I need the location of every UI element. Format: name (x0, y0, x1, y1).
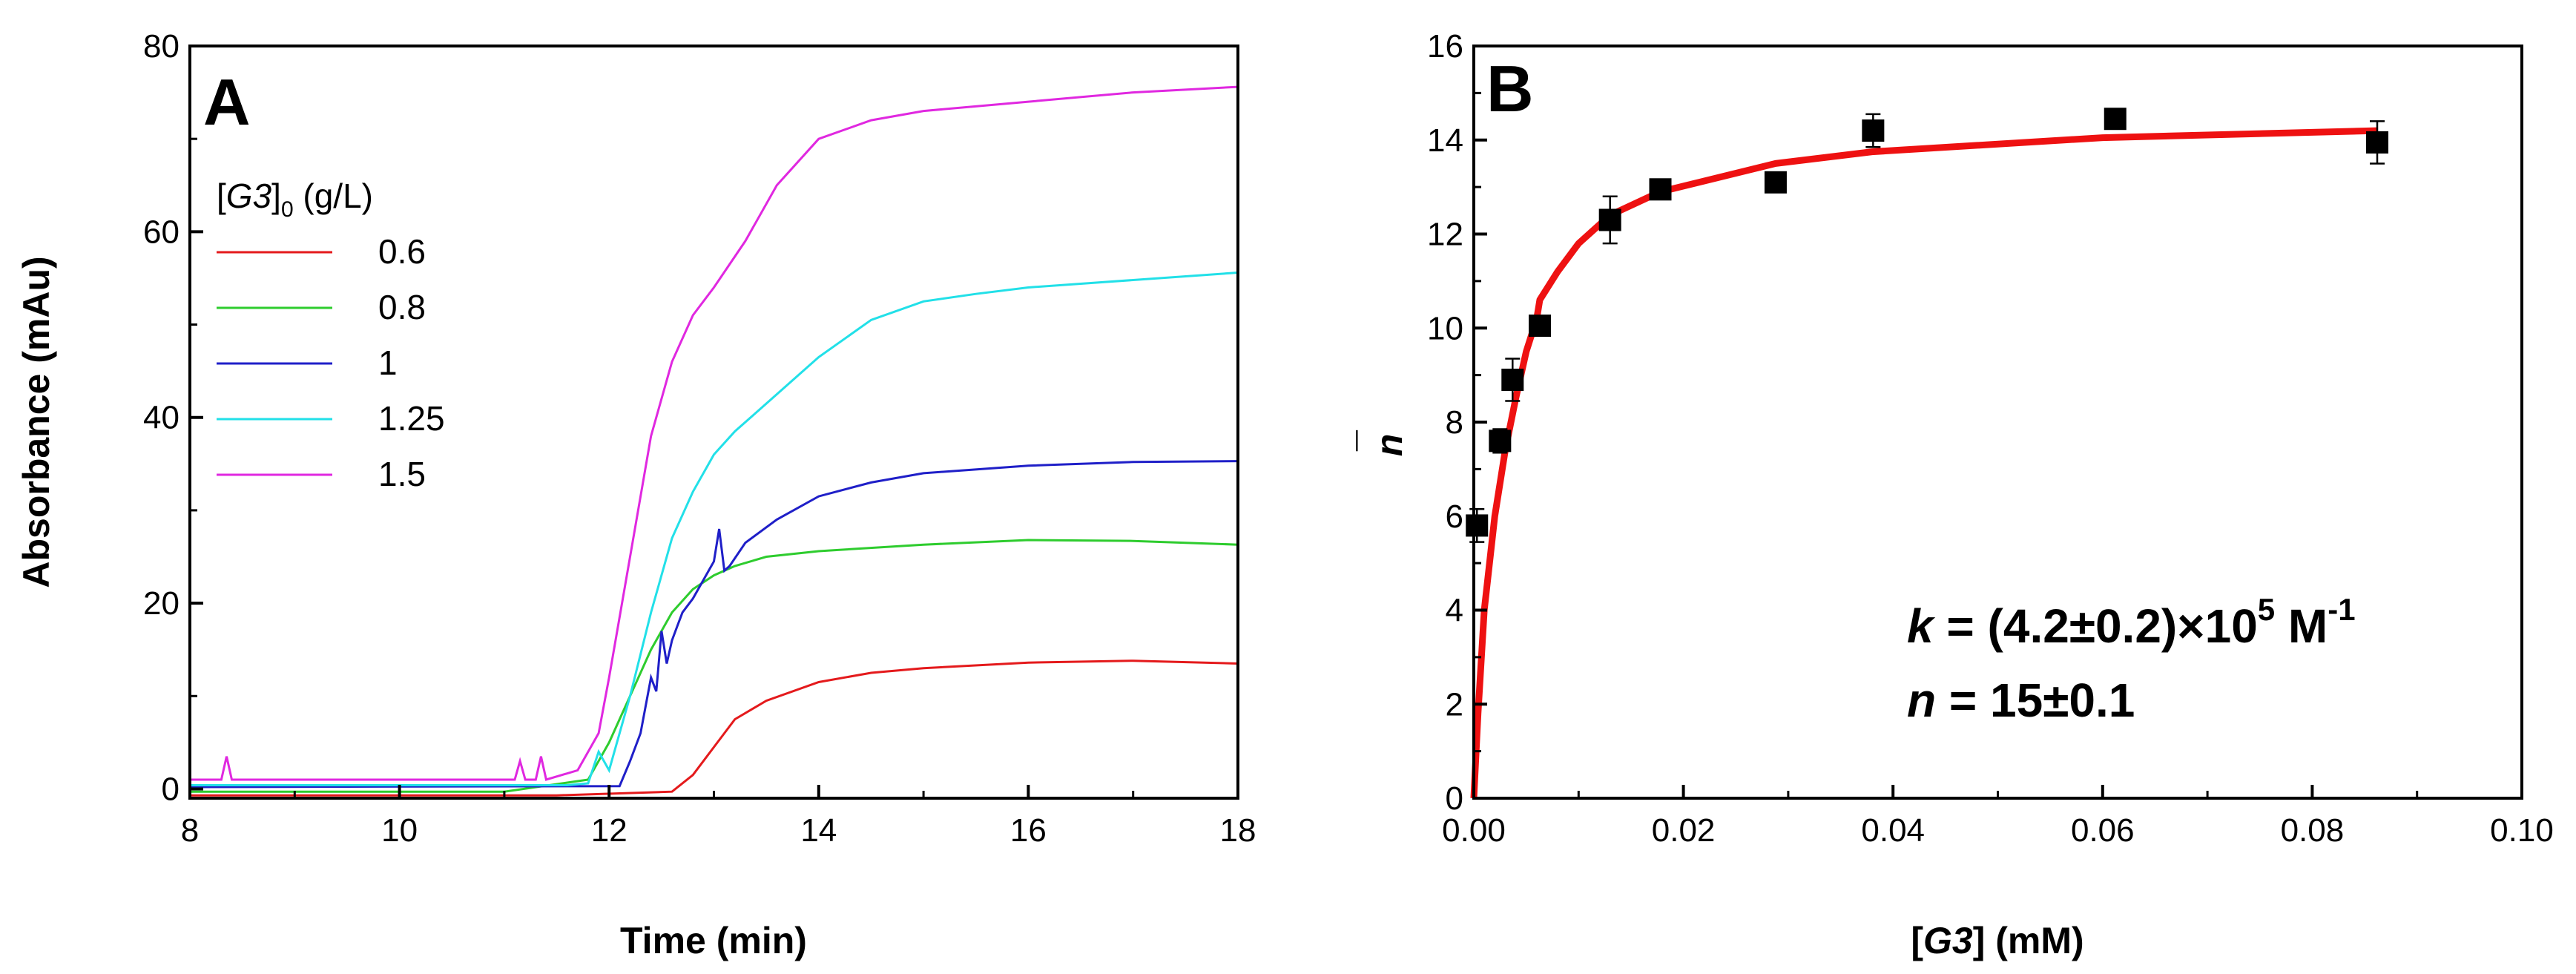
data-point (1489, 430, 1512, 453)
y-tick-label: 0 (1446, 780, 1463, 817)
legend-title: [G3]0 (g/L) (217, 177, 373, 222)
x-tick-label: 16 (1010, 812, 1047, 849)
panel-b-annotation: k = (4.2±0.2)×105 M-1 n = 15±0.1 (1907, 592, 2356, 727)
data-point (1598, 208, 1621, 231)
x-tick-label: 12 (591, 812, 627, 849)
y-tick-label: 16 (1427, 28, 1463, 65)
legend-label: 1 (378, 343, 398, 382)
panel-a-ticks: 8 10 12 14 16 18 0 20 40 60 80 (143, 28, 1256, 849)
x-tick-label: 14 (800, 812, 837, 849)
annotation-line-n: n = 15±0.1 (1907, 674, 2135, 727)
series-line-1_5 (190, 85, 1239, 781)
y-tick-label: 4 (1446, 593, 1463, 629)
panel-a-letter: A (203, 65, 251, 139)
legend-label: 0.8 (378, 288, 426, 326)
annotation-line-k: k = (4.2±0.2)×105 M-1 (1907, 592, 2356, 653)
series-line-1 (189, 460, 1239, 789)
series-line-0_8 (190, 539, 1239, 793)
y-tick-label: 2 (1446, 686, 1463, 723)
y-tick-label: 0 (162, 771, 179, 807)
y-tick-label: 8 (1446, 404, 1463, 441)
x-tick-label: 10 (381, 812, 418, 849)
data-point (1862, 119, 1885, 142)
panel-b-y-axis-overbar: ¯ (1351, 430, 1392, 452)
data-point (1649, 178, 1672, 201)
x-tick-label: 0.08 (2281, 812, 2345, 849)
panel-a: 8 10 12 14 16 18 0 20 40 60 80 A Time (min) Absorb… (16, 28, 1256, 961)
panel-b-y-axis-title: n ¯ (1351, 430, 1410, 456)
series-line-1_25 (190, 272, 1239, 786)
x-tick-label: 0.04 (1861, 812, 1925, 849)
panel-a-legend: [G3]0 (g/L) 0.6 0.8 1 1.25 1.5 (217, 177, 445, 493)
x-tick-label: 8 (181, 812, 199, 849)
legend-label: 0.6 (378, 232, 426, 271)
x-tick-label: 0.10 (2490, 812, 2554, 849)
x-tick-label: 0.00 (1442, 812, 1506, 849)
y-tick-label: 10 (1427, 310, 1463, 346)
data-point (1764, 171, 1787, 194)
y-tick-label: 80 (143, 28, 179, 65)
panel-a-y-axis-title: Absorbance (mAu) (16, 256, 57, 588)
panel-a-series-group (189, 85, 1239, 797)
panel-b-ticks: 0.00 0.02 0.04 0.06 0.08 0.10 0 2 4 6 8 10 12 14 16 (1427, 28, 2554, 849)
data-point (1529, 315, 1552, 338)
panel-b-letter: B (1486, 52, 1534, 125)
panel-b-x-axis-title: [G3] (mM) (1911, 920, 2083, 961)
x-tick-label: 0.06 (2071, 812, 2135, 849)
y-tick-label: 60 (143, 214, 179, 250)
y-tick-label: 6 (1446, 498, 1463, 535)
panel-b-points-group (1466, 108, 2389, 543)
x-tick-label: 18 (1220, 812, 1256, 849)
series-line-0_6 (190, 659, 1239, 797)
legend-label: 1.25 (378, 399, 445, 438)
x-tick-label: 0.02 (1652, 812, 1716, 849)
data-point (2366, 131, 2389, 154)
data-point (1501, 368, 1524, 391)
panel-b-y-axis-letter: n (1368, 434, 1410, 457)
legend-label: 1.5 (378, 455, 426, 493)
fit-curve (1470, 127, 2378, 799)
y-tick-label: 40 (143, 400, 179, 436)
panel-a-x-axis-title: Time (min) (620, 920, 807, 961)
y-tick-label: 14 (1427, 122, 1463, 159)
y-tick-label: 12 (1427, 217, 1463, 253)
panel-b-fit-group (1470, 127, 2378, 799)
data-point (1466, 514, 1489, 537)
y-tick-label: 20 (143, 585, 179, 622)
data-point (2104, 108, 2127, 131)
